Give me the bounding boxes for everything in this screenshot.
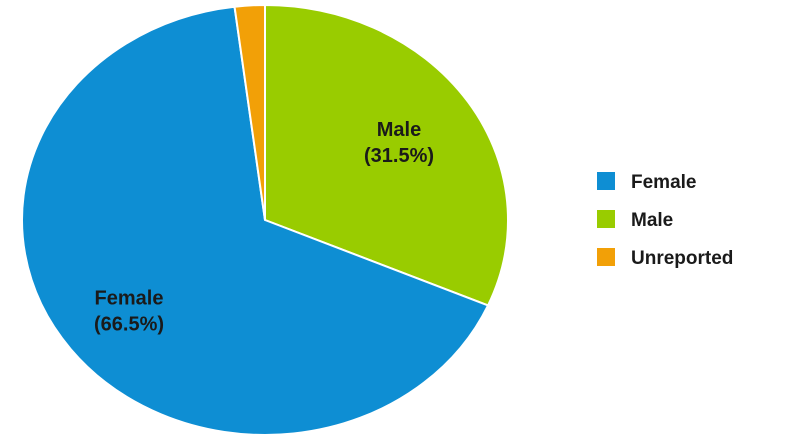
legend-label-female: Female bbox=[631, 172, 696, 193]
legend-swatch-female bbox=[597, 172, 615, 190]
pie-slice-labels: Male (31.5%) Female (66.5%) bbox=[94, 119, 434, 335]
legend: Female Male Unreported bbox=[597, 172, 733, 269]
pie-slices bbox=[21, 3, 509, 436]
slice-percent-male: (31.5%) bbox=[364, 145, 434, 167]
pie-slice-male bbox=[264, 3, 509, 307]
legend-swatch-male bbox=[597, 210, 615, 228]
slice-percent-female: (66.5%) bbox=[94, 313, 164, 335]
legend-swatch-unreported bbox=[597, 248, 615, 266]
legend-label-unreported: Unreported bbox=[631, 248, 733, 269]
slice-label-male: Male bbox=[377, 119, 421, 141]
pie-slice-unreported bbox=[233, 3, 266, 221]
legend-label-male: Male bbox=[631, 210, 673, 231]
slice-label-female: Female bbox=[95, 287, 164, 309]
pie-slice-female bbox=[21, 5, 490, 436]
